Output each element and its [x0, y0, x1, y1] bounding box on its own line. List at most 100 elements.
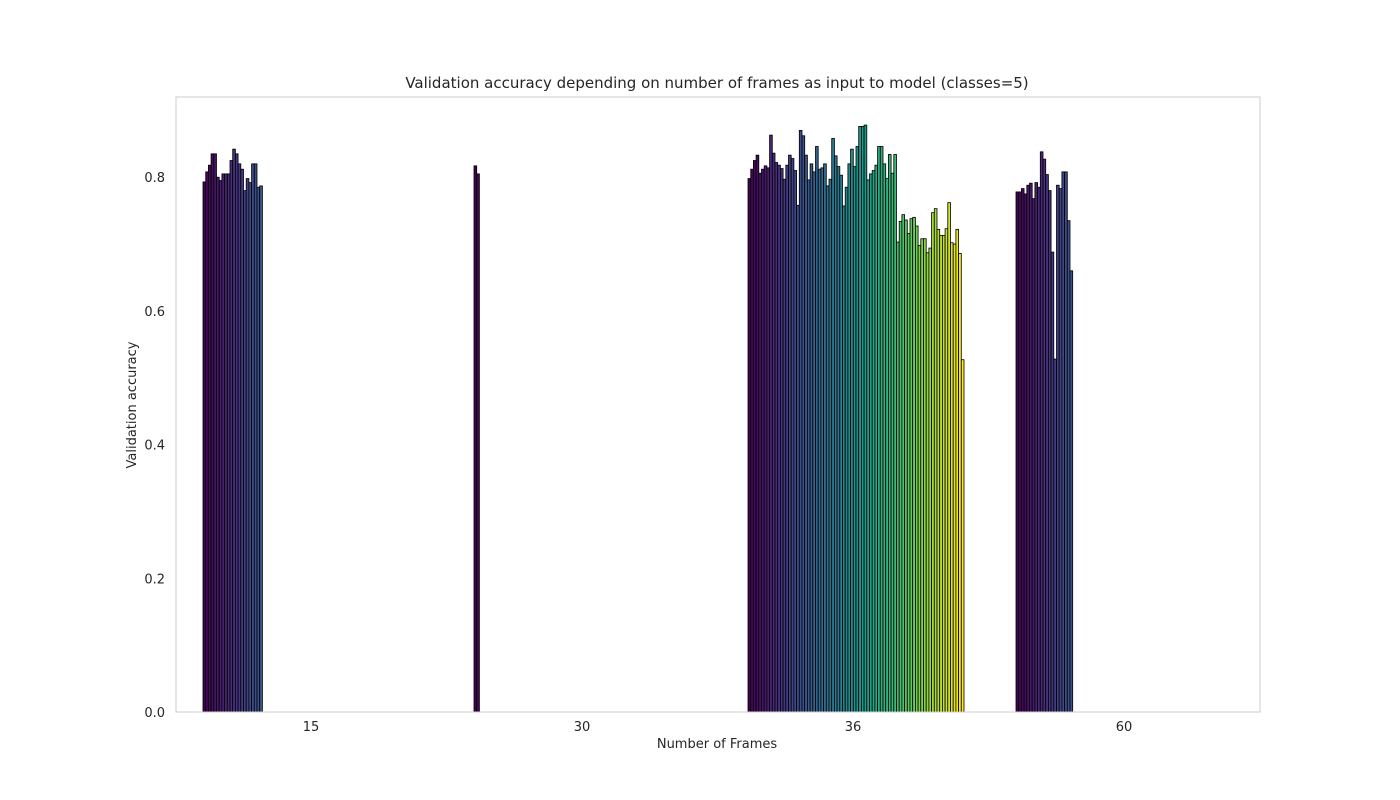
bar: [947, 202, 951, 713]
bar: [939, 234, 943, 713]
bar: [817, 168, 822, 713]
bar: [904, 219, 908, 713]
bar-layer: [202, 124, 1074, 713]
bar: [793, 170, 798, 713]
bar: [863, 124, 868, 713]
bar: [866, 179, 870, 713]
bar: [207, 164, 212, 713]
bar: [906, 232, 911, 713]
bar: [955, 228, 960, 713]
bar: [232, 148, 236, 713]
bar: [1029, 182, 1033, 713]
bar: [877, 146, 881, 713]
bar: [896, 241, 900, 713]
bar: [928, 247, 933, 713]
x-axis-ticks: 15 30 36 60: [303, 720, 1133, 735]
bar: [815, 146, 819, 713]
bar: [1053, 358, 1057, 713]
bar: [858, 126, 862, 713]
bar: [218, 180, 223, 713]
bar: [839, 174, 843, 713]
bar: [888, 154, 892, 713]
bar: [213, 153, 217, 713]
bar: [747, 178, 752, 713]
bar: [1015, 191, 1020, 713]
bar: [229, 160, 234, 713]
bar: [476, 173, 480, 713]
bar: [950, 242, 954, 713]
bar: [1056, 184, 1060, 713]
bar: [798, 130, 803, 713]
bar: [780, 168, 784, 713]
x-tick-label: 30: [574, 720, 591, 735]
bar: [936, 228, 941, 713]
bar: [844, 186, 849, 713]
bar: [771, 152, 776, 713]
bar: [920, 238, 924, 713]
bar: [807, 179, 811, 713]
bar: [852, 166, 857, 713]
bar: [761, 168, 765, 713]
bar: [248, 182, 252, 713]
bar: [226, 173, 231, 713]
chart-title: Validation accuracy depending on number …: [405, 74, 1028, 92]
bar: [790, 158, 795, 713]
bar: [869, 173, 873, 713]
bar: [925, 252, 930, 713]
bar: [917, 244, 922, 713]
bar: [782, 178, 787, 713]
bar: [1061, 171, 1066, 713]
bar: [909, 218, 914, 713]
bar: [1066, 220, 1071, 713]
bar: [763, 165, 768, 713]
bar: [828, 178, 833, 713]
bar: [847, 163, 852, 713]
bar: [1026, 184, 1030, 713]
bar: [890, 172, 895, 713]
bar: [205, 171, 209, 713]
bar: [777, 164, 781, 713]
bar: [1037, 186, 1041, 713]
bar: [923, 238, 927, 713]
x-tick-label: 36: [845, 720, 862, 735]
bar: [879, 146, 884, 713]
bar: [893, 154, 897, 713]
bar: [901, 214, 906, 713]
bar: [256, 186, 261, 713]
bar: [245, 178, 250, 713]
bar: [804, 154, 808, 713]
bar: [1023, 193, 1028, 713]
bar: [836, 166, 841, 713]
bar: [825, 185, 830, 713]
bar: [1039, 151, 1044, 713]
bar: [1021, 188, 1025, 713]
bar: [785, 164, 789, 713]
bar: [251, 163, 255, 713]
bar: [774, 162, 779, 713]
y-tick-label: 0.2: [144, 572, 165, 587]
bar: [216, 176, 220, 713]
bar: [796, 204, 800, 713]
bar: [1058, 188, 1063, 713]
bar: [210, 153, 215, 713]
bar: [243, 190, 247, 713]
bar: [809, 163, 814, 713]
y-tick-label: 0.0: [144, 706, 165, 721]
bar: [861, 126, 865, 713]
bar: [933, 208, 938, 713]
bar: [750, 168, 754, 713]
bar: [960, 359, 965, 713]
bar: [769, 134, 773, 713]
bar: [758, 172, 762, 713]
bar: [202, 181, 207, 713]
bar: [1042, 158, 1047, 713]
bar: [885, 178, 889, 713]
bar: [855, 146, 860, 713]
plot-frame: [175, 96, 1261, 713]
bar: [766, 167, 771, 713]
bar: [473, 165, 478, 713]
bar: [1045, 174, 1049, 713]
bar: [812, 171, 816, 713]
bar: [958, 253, 962, 713]
